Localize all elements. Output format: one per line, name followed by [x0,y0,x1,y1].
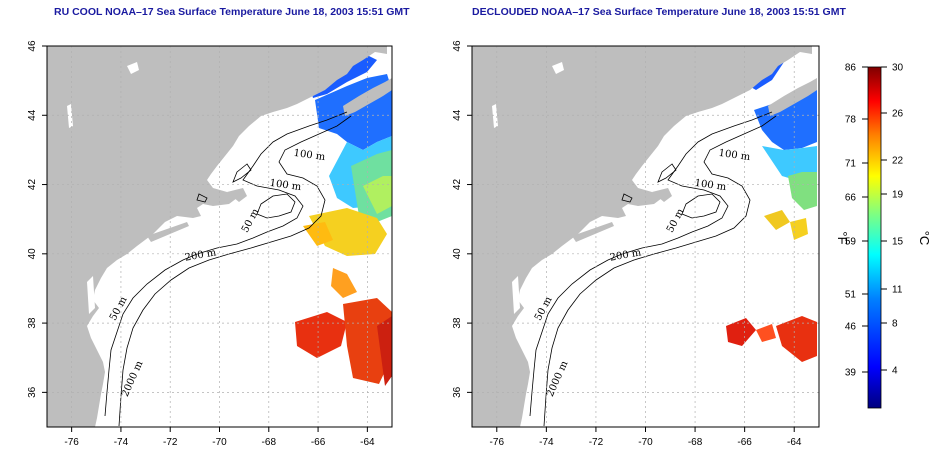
colorbar-frame [867,66,882,409]
left-lon-tick-label: -74 [114,437,129,448]
celsius-tick-label: 8 [892,319,898,330]
right-graticule [472,46,819,427]
fahrenheit-tick-label: 59 [845,237,857,248]
left-isobath-label: 100 m [293,148,326,163]
left-graticule [47,46,392,427]
left-lon-tick-label: -64 [360,437,375,448]
right-isobath-label: 100 m [694,178,727,193]
right-lon-tick-label: -74 [539,437,554,448]
fahrenheit-tick-label: 66 [845,193,857,204]
fahrenheit-unit-label: °F [835,231,850,244]
celsius-unit-label: °C [917,231,932,246]
left-lon-tick-label: -66 [311,437,326,448]
celsius-tick-label: 4 [892,366,898,377]
left-lat-tick-label: 40 [27,248,38,260]
celsius-tick-label: 22 [892,156,904,167]
right-lon-tick-label: -76 [490,437,505,448]
celsius-tick-label: 19 [892,190,904,201]
left-map-title: RU COOL NOAA–17 Sea Surface Temperature … [54,6,410,18]
left-lon-tick-label: -72 [163,437,178,448]
right-lat-tick-label: 38 [452,317,463,329]
colorbar-gradient [868,67,881,408]
fahrenheit-tick-label: 46 [845,322,857,333]
right-map-title: DECLOUDED NOAA–17 Sea Surface Temperatur… [472,6,846,18]
fahrenheit-tick-label: 71 [845,159,857,170]
right-lon-tick-label: -70 [638,437,653,448]
right-lon-tick-label: -64 [787,437,802,448]
colorbar: 86 78 71 66 59 51 46 39 30 26 22 19 15 11 8 4 °F °C [835,63,932,409]
celsius-tick-label: 26 [892,109,904,120]
celsius-tick-label: 15 [892,237,904,248]
fahrenheit-tick-label: 51 [845,290,857,301]
right-lat-tick-label: 44 [452,109,463,121]
fahrenheit-tick-label: 39 [845,368,857,379]
right-lon-tick-label: -68 [688,437,703,448]
right-lat-tick-label: 36 [452,386,463,398]
right-isobath-label: 100 m [718,148,751,163]
left-lon-tick-label: -68 [262,437,277,448]
left-lat-tick-label: 42 [27,179,38,191]
right-lat-tick-label: 42 [452,179,463,191]
left-lon-tick-label: -70 [212,437,227,448]
right-lon-tick-label: -66 [737,437,752,448]
left-lat-tick-label: 38 [27,317,38,329]
left-lat-tick-label: 44 [27,109,38,121]
right-lon-tick-label: -72 [589,437,604,448]
right-lat-tick-label: 46 [452,40,463,52]
celsius-tick-label: 11 [892,285,903,296]
left-isobath-label: 100 m [269,178,302,193]
left-lat-tick-label: 46 [27,40,38,52]
left-lon-tick-label: -76 [64,437,79,448]
fahrenheit-tick-label: 78 [845,115,857,126]
celsius-tick-label: 30 [892,63,904,74]
left-lat-tick-label: 36 [27,386,38,398]
right-lat-tick-label: 40 [452,248,463,260]
fahrenheit-tick-label: 86 [845,63,857,74]
